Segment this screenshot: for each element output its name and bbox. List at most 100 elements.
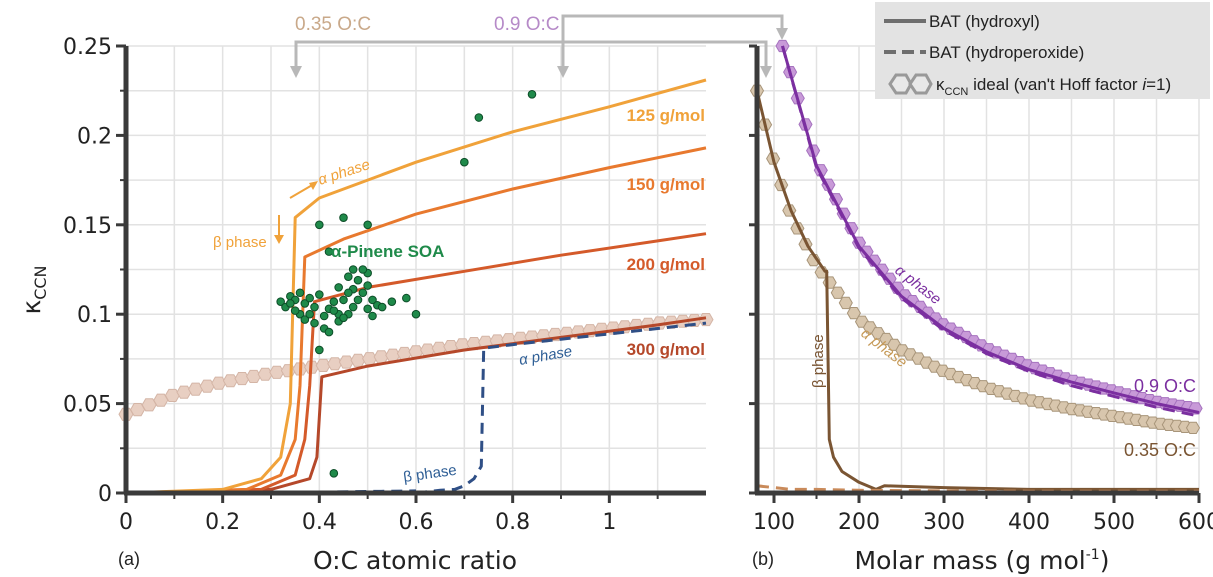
pinene-point	[368, 295, 377, 305]
arrowhead-low-b	[760, 66, 772, 78]
ideal-hexagon-marker	[188, 382, 204, 396]
y-axis-label-a: κCCN	[17, 265, 50, 314]
line-oc035-hydroxyl	[755, 90, 1199, 491]
label-150-gmol: 150 g/mol	[627, 175, 705, 194]
x-tick-label: 100	[753, 510, 795, 535]
y-tick-label: 0.2	[77, 124, 112, 149]
pinene-point	[329, 469, 339, 478]
panel-b-letter: (b)	[752, 549, 774, 569]
label-0-9-oc-top: 0.9 O:C	[494, 14, 559, 35]
x-tick-label: 0	[119, 510, 133, 535]
line-oc09-hydroperoxide	[781, 45, 1200, 418]
x-tick-label: 300	[923, 510, 965, 535]
legend: BAT (hydroxyl) BAT (hydroperoxide) κCCN …	[875, 2, 1210, 99]
arrowhead-high-a	[557, 66, 569, 78]
pinene-soa-points	[276, 89, 537, 478]
y-tick-label: 0	[98, 482, 112, 507]
legend-label-ideal: κCCN ideal (van't Hoff factor i=1)	[936, 75, 1171, 98]
pinene-point	[358, 288, 368, 298]
pinene-point	[300, 299, 310, 308]
pinene-point	[344, 272, 353, 281]
ideal-hexagon-marker	[269, 365, 285, 379]
pinene-point	[348, 265, 358, 274]
pinene-point	[460, 157, 469, 167]
pinene-point	[324, 247, 334, 256]
pinene-point	[348, 302, 358, 312]
label-beta-phase-orange: β phase	[213, 234, 267, 251]
pinene-point	[363, 281, 372, 290]
pinene-point	[329, 297, 339, 306]
x-axis-label-a: O:C atomic ratio	[313, 546, 517, 575]
pinene-point	[315, 290, 324, 299]
x-tick-label: 1	[602, 510, 616, 535]
pinene-point	[329, 306, 339, 315]
label-alpha-phase-blue: α phase	[518, 343, 574, 369]
alpha-arrowhead-a	[309, 181, 318, 190]
pinene-point	[305, 293, 314, 303]
pinene-point	[358, 265, 368, 274]
panel-a-letter: (a)	[118, 549, 140, 569]
ideal-hexagon-marker	[362, 352, 378, 366]
pinene-point	[286, 299, 295, 308]
label-300-gmol: 300 g/mol	[627, 340, 705, 359]
ideal-hexagon-marker	[257, 367, 273, 381]
panel-a-grid	[125, 45, 706, 494]
pinene-point	[310, 318, 319, 328]
ideal-hexagon-marker	[350, 353, 366, 367]
pinene-point	[387, 297, 397, 306]
pinene-point	[295, 288, 305, 298]
pinene-point	[353, 275, 363, 285]
pinene-point	[319, 311, 329, 321]
pinene-point	[474, 113, 484, 122]
pinene-point	[527, 89, 537, 99]
ideal-hexagon-marker-0-35	[822, 276, 837, 289]
ideal-hexagon-marker-0-35	[830, 286, 845, 299]
ideal-hexagon-marker	[373, 350, 389, 364]
x-tick-label: 200	[838, 510, 880, 535]
pinene-point	[363, 220, 372, 230]
ideal-hexagon-marker	[141, 398, 157, 412]
ideal-hexagon-marker	[164, 388, 180, 402]
label-0-9-oc-b: 0.9 O:C	[1134, 376, 1196, 396]
label-beta-phase-blue: β phase	[402, 462, 458, 486]
pinene-point	[305, 309, 314, 319]
pinene-point	[276, 297, 285, 306]
pinene-point	[339, 295, 348, 305]
connector-high	[561, 14, 784, 70]
ideal-hexagon-marker	[176, 385, 192, 399]
ideal-hexagon-marker	[246, 369, 262, 383]
pinene-point	[363, 304, 372, 314]
ideal-hexagon-marker	[338, 355, 354, 369]
label-pinene-soa: α-Pinene SOA	[331, 242, 444, 261]
ideal-hexagon-marker	[315, 358, 331, 372]
panel-b-ticks: 100 200 300 400 500 600	[749, 44, 1213, 535]
pinene-point	[402, 293, 411, 303]
label-0-35-oc-b: 0.35 O:C	[1124, 440, 1196, 460]
pinene-point	[368, 311, 377, 321]
x-tick-label: 0.2	[205, 510, 240, 535]
line-mw200	[125, 232, 707, 495]
x-tick-label: 0.8	[495, 510, 530, 535]
label-125-gmol: 125 g/mol	[627, 106, 705, 125]
ideal-hexagon-marker	[327, 357, 343, 371]
ideal-hexagon-marker	[234, 372, 250, 386]
x-axis-label-b: Molar mass (g mol-1)	[855, 546, 1110, 575]
panel-a-ticks: 0 0.2 0.4 0.6 0.8 1 0 0.05 0.1 0.15 0.2 0.25	[63, 35, 659, 535]
panel-a: 0 0.2 0.4 0.6 0.8 1 0 0.05 0.1 0.15 0.2 0.25 O:C at…	[17, 35, 714, 575]
ideal-hexagon-marker	[385, 348, 401, 362]
pinene-point	[290, 306, 300, 315]
x-tick-label: 0.6	[399, 510, 434, 535]
pinene-point	[310, 302, 319, 312]
legend-label-hydroxyl: BAT (hydroxyl)	[929, 12, 1040, 31]
line-hydroperoxide	[415, 321, 707, 495]
label-200-gmol: 200 g/mol	[627, 255, 705, 274]
label-beta-phase-brown: β phase	[810, 334, 827, 388]
line-mw150	[125, 146, 707, 495]
label-alpha-phase-orange: α phase	[316, 156, 372, 189]
pinene-point	[315, 220, 324, 230]
x-tick-label: 400	[1008, 510, 1050, 535]
beta-arrowhead-a	[274, 235, 284, 244]
line-mw125	[125, 78, 707, 495]
pinene-point	[324, 327, 334, 337]
